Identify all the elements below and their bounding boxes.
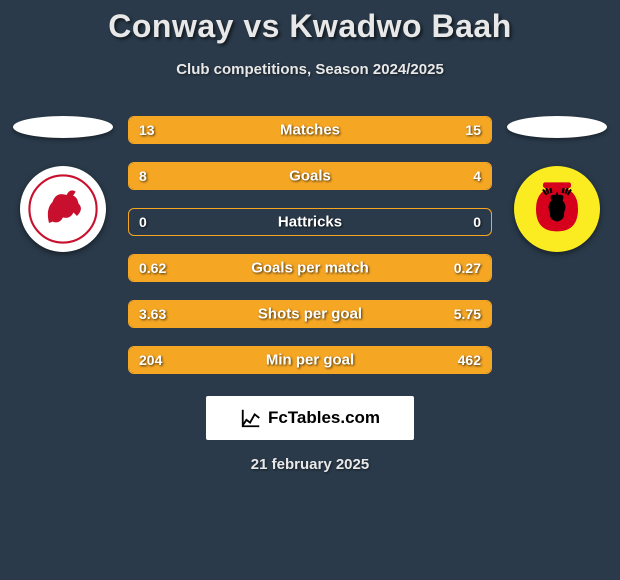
chart-icon	[240, 407, 262, 429]
attribution-badge: FcTables.com	[206, 396, 414, 440]
value-right: 462	[458, 352, 481, 368]
bar-label: Goals per match	[251, 260, 369, 277]
value-right: 15	[465, 122, 481, 138]
value-left: 0.62	[139, 260, 166, 276]
stat-bar: 13 Matches 15	[128, 116, 492, 144]
middlesbrough-crest	[20, 166, 106, 252]
comparison-infographic: Conway vs Kwadwo Baah Club competitions,…	[0, 0, 620, 473]
watford-crest	[514, 166, 600, 252]
value-right: 0.27	[454, 260, 481, 276]
main-row: 13 Matches 15 8 Goals 4 0 Hattricks 0 0.62 Goals p…	[0, 116, 620, 374]
stat-bar: 204 Min per goal 462	[128, 346, 492, 374]
subtitle: Club competitions, Season 2024/2025	[0, 61, 620, 78]
flag-right-icon	[507, 116, 607, 138]
moose-icon	[522, 174, 592, 244]
bar-label: Matches	[280, 122, 340, 139]
stat-bar: 3.63 Shots per goal 5.75	[128, 300, 492, 328]
value-left: 13	[139, 122, 155, 138]
left-player-column	[8, 116, 118, 252]
stat-bar: 0 Hattricks 0	[128, 208, 492, 236]
bar-label: Goals	[289, 168, 331, 185]
flag-left-icon	[13, 116, 113, 138]
value-right: 4	[473, 168, 481, 184]
value-left: 204	[139, 352, 162, 368]
page-title: Conway vs Kwadwo Baah	[0, 8, 620, 45]
lion-icon	[28, 174, 98, 244]
right-player-column	[502, 116, 612, 252]
value-left: 3.63	[139, 306, 166, 322]
bar-label: Min per goal	[266, 352, 354, 369]
comparison-bars: 13 Matches 15 8 Goals 4 0 Hattricks 0 0.62 Goals p…	[118, 116, 502, 374]
value-left: 0	[139, 214, 147, 230]
bar-fill-left	[129, 163, 372, 189]
stat-bar: 0.62 Goals per match 0.27	[128, 254, 492, 282]
bar-label: Shots per goal	[258, 306, 362, 323]
value-left: 8	[139, 168, 147, 184]
bar-label: Hattricks	[278, 214, 342, 231]
value-right: 0	[473, 214, 481, 230]
stat-bar: 8 Goals 4	[128, 162, 492, 190]
attribution-text: FcTables.com	[268, 408, 380, 428]
value-right: 5.75	[454, 306, 481, 322]
date-text: 21 february 2025	[0, 456, 620, 473]
